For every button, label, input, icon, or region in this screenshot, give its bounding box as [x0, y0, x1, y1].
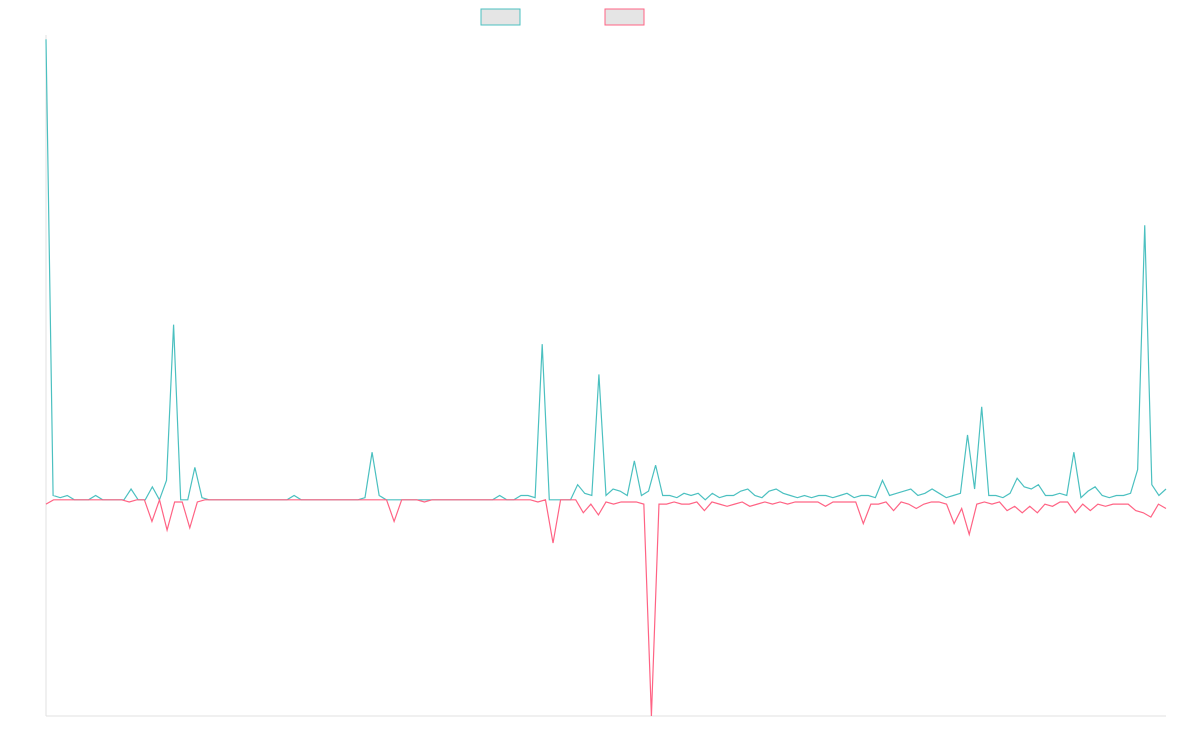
- series-line-1: [45, 39, 1167, 502]
- legend-swatch-1[interactable]: [480, 8, 521, 26]
- series-line-2: [45, 497, 1167, 717]
- series-layer: [45, 39, 1167, 717]
- legend-swatch-2[interactable]: [604, 8, 645, 26]
- legend[interactable]: [480, 8, 645, 26]
